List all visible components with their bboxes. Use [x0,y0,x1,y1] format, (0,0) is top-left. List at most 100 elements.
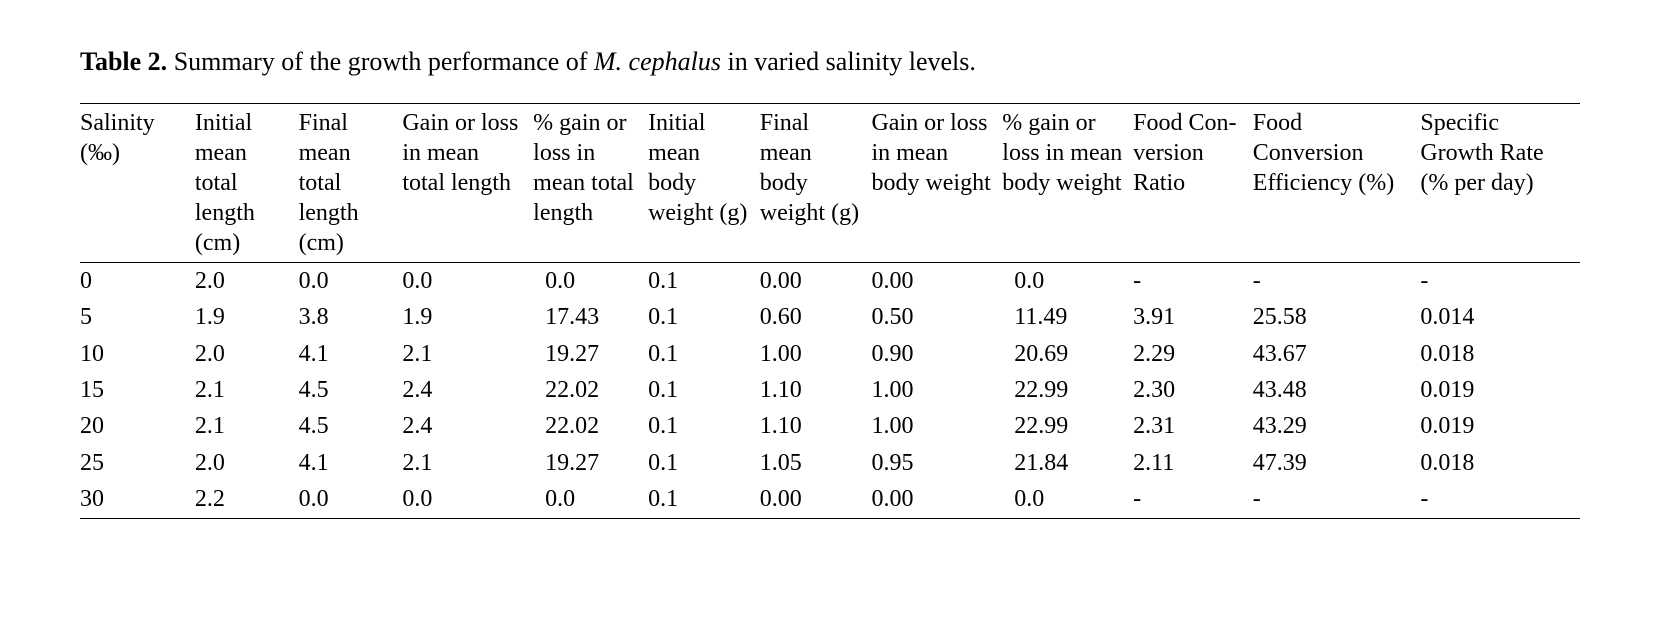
table-cell: 0.90 [871,336,1002,372]
table-cell: 0.0 [533,481,648,518]
table-cell: 11.49 [1002,299,1133,335]
col-header: Food Con-version Ratio [1133,103,1253,262]
table-cell: 0.0 [402,262,533,299]
table-cell: 0.014 [1420,299,1580,335]
caption-label: Table 2. [80,47,167,76]
table-cell: 2.30 [1133,372,1253,408]
col-header: Final mean total length (cm) [299,103,403,262]
caption-text-after: in varied salinity levels. [721,47,976,76]
table-cell: 1.00 [871,408,1002,444]
table-cell: 43.67 [1253,336,1421,372]
col-header: Food Conversion Efficiency (%) [1253,103,1421,262]
table-cell: 0.00 [760,262,872,299]
table-header-row: Salinity (‰) Initial mean total length (… [80,103,1580,262]
table-cell: 1.05 [760,445,872,481]
table-cell: 25 [80,445,195,481]
table-cell: 3.8 [299,299,403,335]
table-row: 102.04.12.119.270.11.000.9020.692.2943.6… [80,336,1580,372]
caption-species: M. cephalus [594,47,721,76]
table-cell: 0.018 [1420,445,1580,481]
table-cell: 3.91 [1133,299,1253,335]
col-header: Gain or loss in mean body weight [871,103,1002,262]
table-cell: 0.0 [1002,262,1133,299]
table-row: 252.04.12.119.270.11.050.9521.842.1147.3… [80,445,1580,481]
col-header: Initial mean total length (cm) [195,103,299,262]
table-cell: 0.0 [299,262,403,299]
table-cell: 5 [80,299,195,335]
table-cell: 0.019 [1420,372,1580,408]
table-cell: 0.00 [871,262,1002,299]
table-cell: 0.50 [871,299,1002,335]
table-cell: 2.4 [402,408,533,444]
page-container: Table 2. Summary of the growth performan… [0,0,1660,559]
table-cell: 2.4 [402,372,533,408]
table-cell: - [1420,481,1580,518]
col-header: Final mean body weight (g) [760,103,872,262]
table-cell: 19.27 [533,336,648,372]
table-cell: 0.60 [760,299,872,335]
table-cell: 0.1 [648,262,760,299]
caption-text-before: Summary of the growth performance of [167,47,594,76]
table-cell: 2.11 [1133,445,1253,481]
table-body: 02.00.00.00.00.10.000.000.0---51.93.81.9… [80,262,1580,518]
table-cell: 0.95 [871,445,1002,481]
growth-table: Salinity (‰) Initial mean total length (… [80,103,1580,519]
col-header: Initial mean body weight (g) [648,103,760,262]
table-cell: 0.018 [1420,336,1580,372]
table-cell: 2.1 [195,408,299,444]
table-cell: 0 [80,262,195,299]
table-row: 152.14.52.422.020.11.101.0022.992.3043.4… [80,372,1580,408]
col-header: % gain or loss in mean total length [533,103,648,262]
table-cell: 47.39 [1253,445,1421,481]
table-cell: 2.1 [402,445,533,481]
table-cell: 22.99 [1002,408,1133,444]
table-cell: 0.1 [648,299,760,335]
table-cell: 0.0 [299,481,403,518]
table-cell: 2.2 [195,481,299,518]
table-cell: 0.00 [871,481,1002,518]
table-cell: 1.9 [402,299,533,335]
table-cell: 1.10 [760,372,872,408]
table-cell: 4.1 [299,445,403,481]
table-cell: 20.69 [1002,336,1133,372]
table-cell: - [1420,262,1580,299]
table-cell: 2.0 [195,336,299,372]
table-cell: 1.10 [760,408,872,444]
table-cell: - [1253,262,1421,299]
table-cell: 0.00 [760,481,872,518]
table-cell: 2.1 [195,372,299,408]
table-cell: 4.5 [299,408,403,444]
col-header: % gain or loss in mean body weight [1002,103,1133,262]
table-cell: 0.1 [648,481,760,518]
table-cell: - [1133,481,1253,518]
table-cell: 22.02 [533,408,648,444]
table-cell: 2.0 [195,262,299,299]
table-cell: 0.019 [1420,408,1580,444]
col-header: Gain or loss in mean total length [402,103,533,262]
table-cell: - [1133,262,1253,299]
table-cell: 22.02 [533,372,648,408]
table-caption: Table 2. Summary of the growth performan… [80,45,1580,79]
table-cell: - [1253,481,1421,518]
table-cell: 25.58 [1253,299,1421,335]
table-cell: 21.84 [1002,445,1133,481]
table-cell: 4.5 [299,372,403,408]
table-cell: 15 [80,372,195,408]
table-row: 202.14.52.422.020.11.101.0022.992.3143.2… [80,408,1580,444]
table-cell: 2.1 [402,336,533,372]
table-cell: 30 [80,481,195,518]
table-cell: 43.29 [1253,408,1421,444]
table-cell: 1.9 [195,299,299,335]
table-row: 02.00.00.00.00.10.000.000.0--- [80,262,1580,299]
table-row: 51.93.81.917.430.10.600.5011.493.9125.58… [80,299,1580,335]
table-cell: 20 [80,408,195,444]
table-cell: 0.0 [533,262,648,299]
table-cell: 2.31 [1133,408,1253,444]
table-cell: 2.0 [195,445,299,481]
table-cell: 19.27 [533,445,648,481]
table-cell: 1.00 [871,372,1002,408]
table-row: 302.20.00.00.00.10.000.000.0--- [80,481,1580,518]
col-header: Specific Growth Rate (% per day) [1420,103,1580,262]
table-cell: 0.1 [648,336,760,372]
table-cell: 17.43 [533,299,648,335]
